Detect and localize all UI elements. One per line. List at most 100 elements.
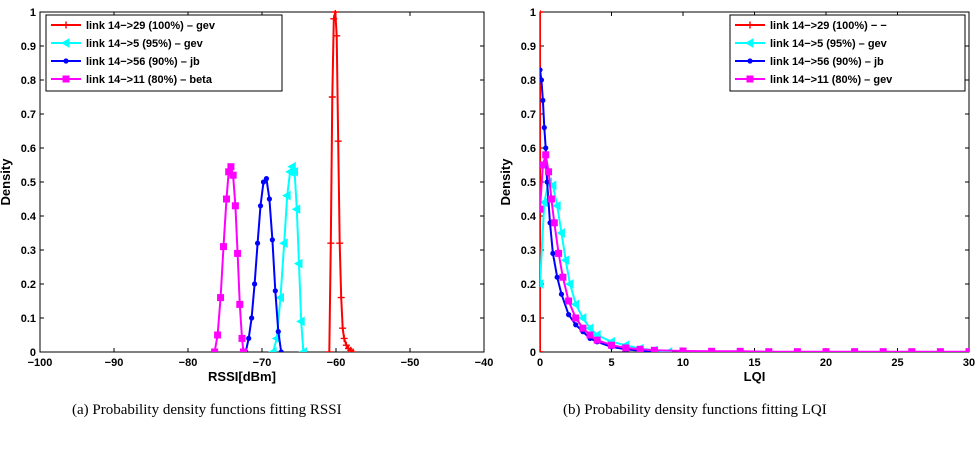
legend-swatch-marker <box>62 21 70 29</box>
series-1-point <box>540 10 544 16</box>
series-group <box>211 10 357 352</box>
series-1-point <box>325 348 333 352</box>
x-tick-label: 5 <box>608 357 614 369</box>
y-tick-label: 0.8 <box>21 75 36 87</box>
series-3-point <box>573 322 579 328</box>
y-tick-label: 0.1 <box>521 313 536 325</box>
series-4-point <box>238 334 246 342</box>
series-1-point <box>328 93 336 101</box>
series-1-point <box>336 239 344 247</box>
series-3-point <box>558 291 565 297</box>
x-tick-label: 0 <box>537 357 543 369</box>
series-4-point <box>586 331 594 339</box>
y-tick-label: 1 <box>530 7 536 19</box>
x-tick-label: 15 <box>748 357 760 369</box>
series-2-point <box>556 228 565 238</box>
y-tick-label: 0.6 <box>521 143 536 155</box>
series-4-point <box>240 348 247 352</box>
y-axis-label: Density <box>498 158 513 206</box>
y-tick-label: 0.5 <box>21 177 36 189</box>
series-1-point <box>349 348 357 352</box>
series-3-point <box>543 145 549 151</box>
series-3-point <box>257 203 264 209</box>
series-4-point <box>736 347 744 352</box>
series-2-point <box>298 347 307 352</box>
series-2-point <box>577 313 587 323</box>
series-1-point <box>331 10 339 16</box>
caption-b: (b) Probability density functions fittin… <box>563 402 827 418</box>
series-3-point <box>566 312 572 318</box>
legend: link 14−>29 (100%) – gev link 14−>5 (95%)… <box>45 14 283 92</box>
legend-swatch-marker <box>747 58 753 64</box>
legend-swatch-marker <box>62 75 70 83</box>
chart-lqi: 0 5 10 15 20 25 30 0 0.1 0.2 0.3 0.4 0.5 0.6 0.7 0.8 0.9… <box>498 7 975 384</box>
series-4-point <box>608 341 615 349</box>
series-2-point <box>552 200 561 211</box>
series-4-point <box>214 331 222 339</box>
series-2-point <box>296 316 305 327</box>
series-2-point <box>540 279 544 289</box>
series-1-point <box>334 137 342 145</box>
series-2-point <box>291 204 301 215</box>
series-4-point <box>965 348 969 352</box>
legend-box <box>45 14 283 92</box>
series-4-point <box>765 348 773 352</box>
series-2-point <box>540 197 548 208</box>
caption-a: (a) Probability density functions fittin… <box>72 402 342 418</box>
series-4-point <box>572 314 580 322</box>
series-1-point <box>327 239 335 247</box>
y-tick-label: 0.6 <box>21 143 36 155</box>
legend-swatch-marker <box>746 75 754 83</box>
series-4-point <box>229 171 237 179</box>
series-2-point <box>279 238 288 249</box>
y-tick-label: 0.1 <box>21 313 36 325</box>
y-tick-label: 0.8 <box>521 75 536 87</box>
y-tick-label: 0.2 <box>21 279 36 291</box>
x-axis-label: RSSI[dBm] <box>208 369 276 384</box>
y-tick-label: 0.4 <box>21 211 37 223</box>
x-axis-label: LQI <box>744 369 766 384</box>
y-tick-label: 0.5 <box>521 177 536 189</box>
series-4-point <box>227 163 235 171</box>
y-tick-label: 0.7 <box>21 109 36 121</box>
series-4-point <box>211 348 219 352</box>
series-4-point <box>559 273 567 281</box>
legend-entry-2: link 14−>5 (95%) – gev <box>770 38 888 50</box>
series-4-point <box>540 205 544 213</box>
x-tick-label: −60 <box>327 357 346 369</box>
series-2-point <box>560 255 570 266</box>
series-4-point <box>540 161 547 169</box>
series-4-point <box>545 168 553 176</box>
y-tick-label: 0.3 <box>521 245 536 257</box>
series-1-point <box>337 294 345 302</box>
legend-swatch-marker <box>746 21 754 29</box>
series-4-point <box>622 344 630 352</box>
series-3-point <box>266 196 272 202</box>
series-1-point <box>340 334 348 342</box>
series-3-point <box>269 237 275 243</box>
series-2-point <box>289 166 299 177</box>
legend-entry-3: link 14−>56 (90%) – jb <box>86 56 200 68</box>
series-4-point <box>636 345 644 352</box>
y-tick-label: 0.3 <box>21 245 36 257</box>
series-4-point <box>234 249 242 257</box>
y-tick-label: 1 <box>30 7 36 19</box>
series-2-point <box>565 279 574 289</box>
series-1-point <box>339 324 347 332</box>
series-2-point <box>585 323 594 334</box>
x-tick-label: −40 <box>475 357 494 369</box>
y-tick-label: 0 <box>30 347 36 359</box>
x-tick-label: 20 <box>820 357 832 369</box>
legend-entry-4: link 14−>11 (80%) – gev <box>770 74 893 86</box>
x-tick-label: −80 <box>179 357 198 369</box>
legend-entry-4: link 14−>11 (80%) – beta <box>86 74 213 86</box>
series-1-point <box>333 32 341 40</box>
series-4-point <box>220 243 228 251</box>
legend-box <box>729 14 966 92</box>
series-4-point <box>851 348 859 352</box>
series-4-point <box>225 168 233 176</box>
series-1-point <box>330 15 338 23</box>
series-3-point <box>278 349 284 352</box>
series-3-point <box>246 335 252 341</box>
series-4-point <box>217 294 225 302</box>
